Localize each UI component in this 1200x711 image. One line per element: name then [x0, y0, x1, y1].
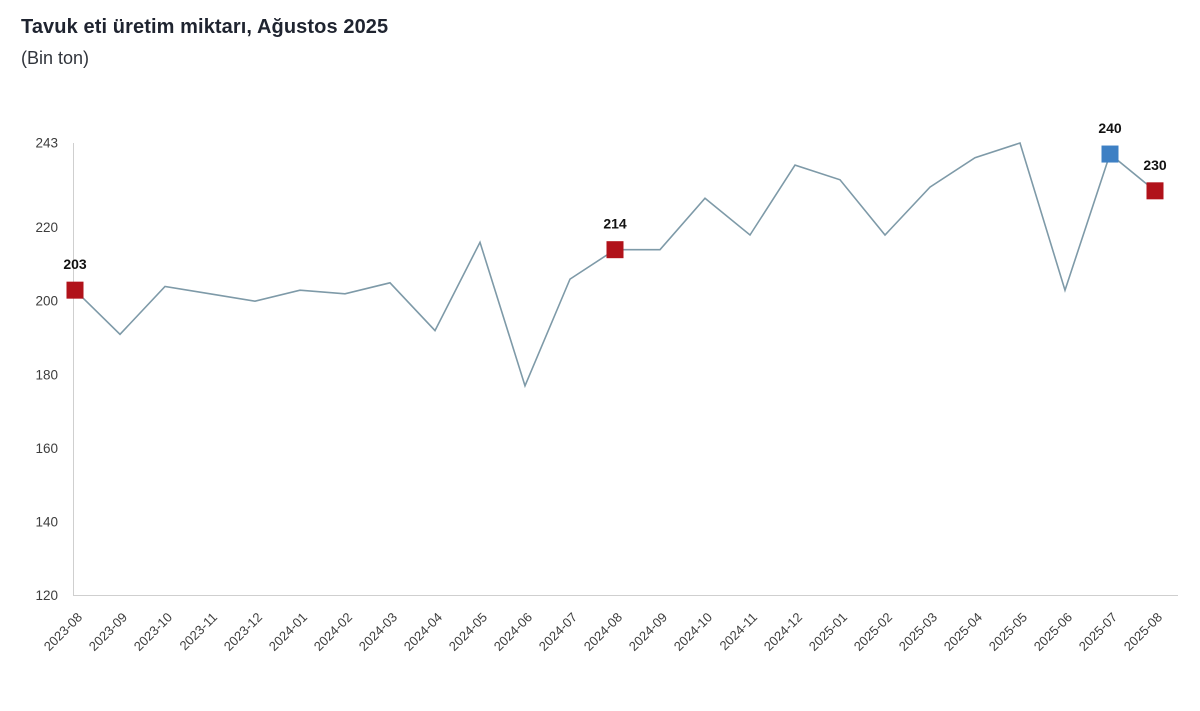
x-tick-label: 2024-01 — [266, 610, 310, 654]
data-point-marker — [1146, 182, 1164, 200]
x-tick-label: 2025-04 — [941, 610, 985, 654]
chart-header: Tavuk eti üretim miktarı, Ağustos 2025 (… — [21, 16, 388, 69]
x-tick-label: 2025-01 — [806, 610, 850, 654]
x-tick-label: 2025-06 — [1031, 610, 1075, 654]
data-point-label: 240 — [1098, 120, 1122, 136]
x-tick-label: 2024-08 — [581, 610, 625, 654]
x-tick-label: 2024-04 — [401, 610, 445, 654]
y-tick-label: 220 — [35, 220, 58, 235]
data-point-marker — [606, 241, 624, 259]
x-tick-label: 2025-02 — [851, 610, 895, 654]
x-tick-label: 2024-03 — [356, 610, 400, 654]
x-tick-label: 2024-05 — [446, 610, 490, 654]
data-point-label: 230 — [1143, 157, 1167, 173]
data-point-marker — [1101, 145, 1119, 163]
y-tick-label: 180 — [35, 367, 58, 382]
x-tick-label: 2025-05 — [986, 610, 1030, 654]
x-tick-label: 2024-02 — [311, 610, 355, 654]
y-tick-label: 160 — [35, 441, 58, 456]
chart-subtitle: (Bin ton) — [21, 48, 90, 68]
x-tick-label: 2023-11 — [176, 610, 220, 654]
x-tick-label: 2023-10 — [131, 610, 175, 654]
x-tick-label: 2023-09 — [86, 610, 130, 654]
x-tick-label: 2024-09 — [626, 610, 670, 654]
x-tick-label: 2023-08 — [41, 610, 85, 654]
y-tick-label: 120 — [35, 588, 58, 603]
x-tick-label: 2024-11 — [716, 610, 760, 654]
data-point-label: 214 — [603, 216, 627, 232]
x-tick-label: 2023-12 — [221, 610, 265, 654]
y-tick-label: 140 — [35, 514, 58, 529]
x-tick-label: 2025-03 — [896, 610, 940, 654]
chart-title: Tavuk eti üretim miktarı, Ağustos 2025 — [21, 16, 389, 38]
x-tick-label: 2024-10 — [671, 610, 715, 654]
x-tick-label: 2024-06 — [491, 610, 535, 654]
x-tick-label: 2025-07 — [1076, 610, 1120, 654]
y-tick-label: 200 — [35, 294, 58, 309]
data-point-label: 203 — [63, 256, 87, 272]
x-tick-label: 2025-08 — [1121, 610, 1165, 654]
y-tick-label: 243 — [35, 136, 58, 151]
series-line — [74, 141, 1156, 389]
x-tick-label: 2024-12 — [761, 610, 805, 654]
data-point-marker — [66, 281, 84, 299]
x-tick-label: 2024-07 — [536, 610, 580, 654]
